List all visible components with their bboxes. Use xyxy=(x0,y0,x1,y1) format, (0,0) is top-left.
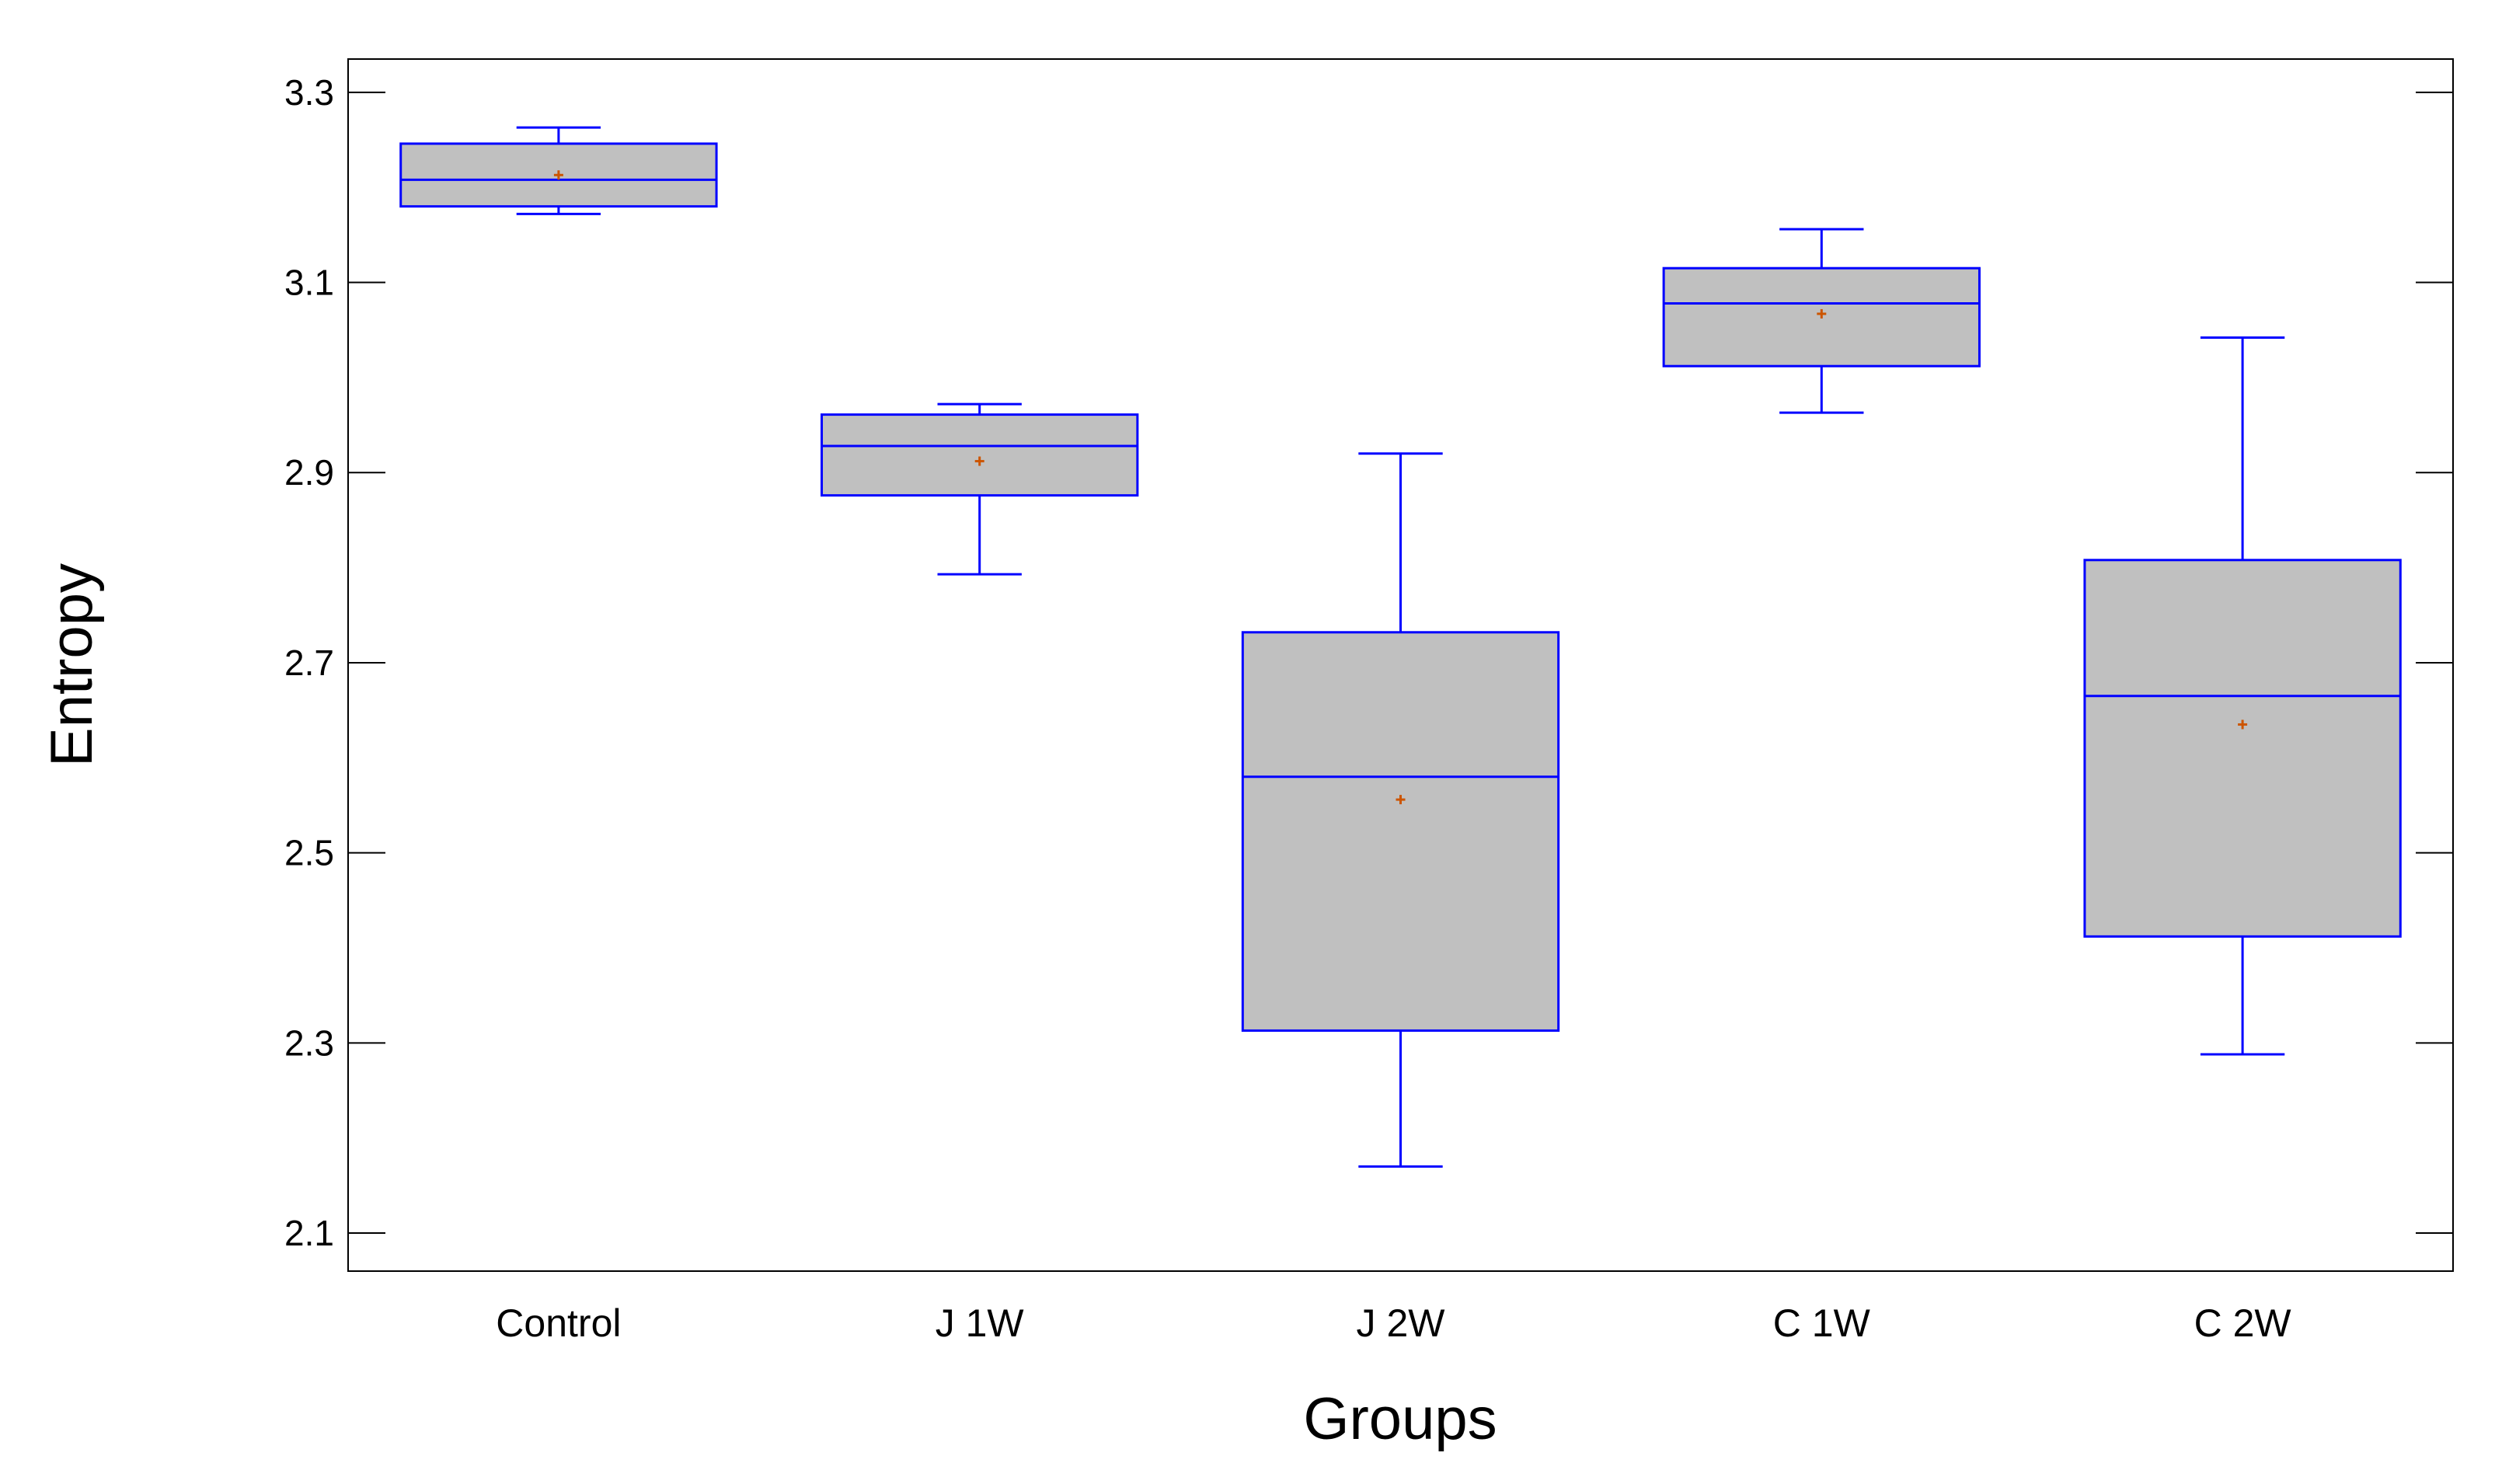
mean-marker xyxy=(1817,308,1827,319)
x-tick-label: J 2W xyxy=(1357,1301,1446,1345)
y-tick-label: 2.9 xyxy=(284,452,334,493)
box-group xyxy=(2083,336,2402,1056)
mean-marker xyxy=(1396,795,1406,805)
y-tick-label: 2.5 xyxy=(284,833,334,873)
y-tick-label: 3.3 xyxy=(284,72,334,113)
x-tick-label: J 1W xyxy=(936,1301,1025,1345)
box-series xyxy=(399,126,2402,1168)
iqr-box xyxy=(821,413,1139,497)
box-group xyxy=(1662,228,1981,414)
mean-marker xyxy=(974,456,984,466)
iqr-box xyxy=(1241,631,1560,1032)
box-group xyxy=(399,126,718,215)
y-tick-label: 2.7 xyxy=(284,643,334,683)
x-tick-label: C 1W xyxy=(1773,1301,1871,1345)
box-group xyxy=(821,402,1139,576)
y-tick-label: 3.1 xyxy=(284,263,334,303)
y-tick-label: 2.3 xyxy=(284,1022,334,1063)
x-tick-label: C 2W xyxy=(2194,1301,2292,1345)
plot-frame xyxy=(347,58,2454,1272)
x-axis-title: Groups xyxy=(1303,1386,1497,1452)
y-axis-ticks: 2.1 2.3 2.5 2.7 2.9 3.1 3.3 xyxy=(284,72,2453,1253)
y-tick-label: 2.1 xyxy=(284,1213,334,1253)
x-axis-tick-labels: Control J 1W J 2W C 1W C 2W xyxy=(496,1301,2291,1345)
mean-marker xyxy=(2238,719,2248,730)
box-group xyxy=(1241,452,1560,1168)
x-tick-label: Control xyxy=(496,1301,621,1345)
y-axis-title: Entropy xyxy=(39,563,105,767)
iqr-box xyxy=(2083,559,2402,938)
mean-marker xyxy=(553,170,563,180)
